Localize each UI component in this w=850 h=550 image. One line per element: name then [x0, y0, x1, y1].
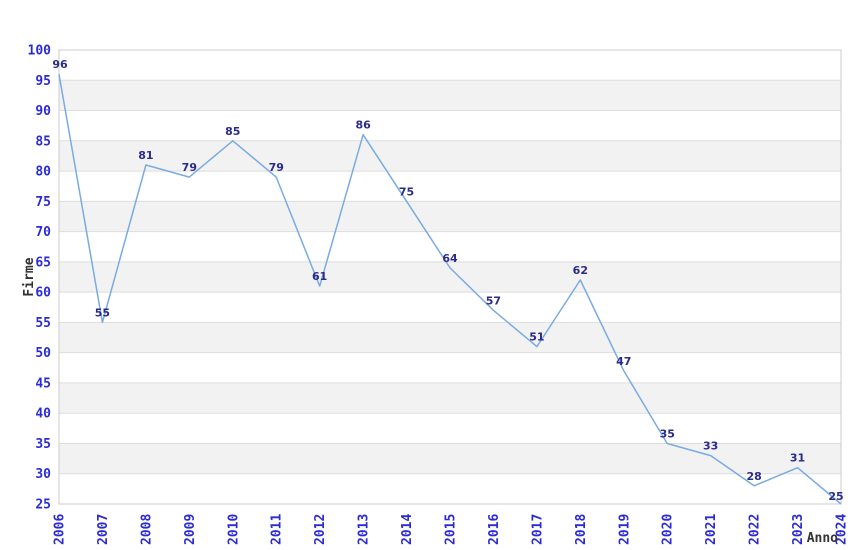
data-line — [58, 74, 842, 505]
y-tick-label: 65 — [35, 255, 51, 270]
x-tick-label: 2017 — [530, 514, 545, 545]
data-point-label: 28 — [746, 470, 761, 483]
plot-band — [59, 201, 841, 232]
data-point-label: 57 — [486, 294, 501, 307]
data-point-label: 75 — [399, 185, 414, 198]
x-tick-label: 2015 — [444, 514, 459, 545]
x-tick-label: 2006 — [53, 514, 68, 545]
x-tick-label: 2018 — [574, 514, 589, 545]
y-tick-label: 25 — [35, 498, 51, 513]
x-tick-label: 2021 — [704, 514, 719, 545]
x-tick-label: 2007 — [96, 514, 111, 545]
data-point-label: 79 — [182, 161, 197, 174]
x-tick-label: 2013 — [357, 514, 372, 545]
x-tick-label: 2014 — [400, 514, 415, 545]
data-point-label: 55 — [95, 306, 110, 319]
data-point-label: 62 — [573, 264, 588, 277]
y-tick-label: 100 — [28, 44, 52, 59]
data-point-label: 47 — [616, 355, 631, 368]
data-point-label: 81 — [138, 149, 153, 162]
data-point-label: 35 — [660, 427, 675, 440]
x-tick-label: 2008 — [139, 514, 154, 545]
x-tick-label: 2011 — [270, 514, 285, 545]
x-tick-label: 2016 — [487, 514, 502, 545]
y-axis-title: Firme — [22, 257, 37, 296]
plot-band — [59, 80, 841, 111]
data-point-label: 79 — [269, 161, 284, 174]
x-tick-label: 2012 — [313, 514, 328, 545]
x-tick-label: 2009 — [183, 514, 198, 545]
y-tick-label: 30 — [35, 467, 51, 482]
data-point-label: 96 — [52, 58, 68, 71]
x-tick-label: 2022 — [748, 514, 763, 545]
plot-band — [59, 261, 841, 293]
plot-band — [59, 140, 841, 172]
y-tick-label: 90 — [35, 104, 51, 119]
data-point-label: 51 — [529, 331, 544, 344]
data-point-label: 86 — [355, 119, 371, 132]
y-tick-label: 75 — [35, 195, 51, 210]
y-tick-label: 55 — [35, 316, 51, 331]
x-tick-label: 2024 — [835, 514, 850, 545]
plot-border — [58, 49, 842, 505]
y-tick-label: 80 — [35, 165, 51, 180]
x-tick-label: 2019 — [617, 514, 632, 545]
data-point-label: 85 — [225, 125, 240, 138]
y-tick-label: 85 — [35, 134, 51, 149]
data-point-label: 25 — [828, 490, 843, 503]
y-tick-label: 35 — [35, 437, 51, 452]
y-tick-label: 50 — [35, 346, 51, 361]
x-axis-title: Anno — [807, 531, 838, 546]
data-point-label: 31 — [790, 452, 805, 465]
x-tick-label: 2023 — [791, 514, 806, 545]
plot-band — [59, 443, 841, 474]
y-tick-label: 45 — [35, 376, 51, 391]
plot-band — [59, 322, 841, 353]
plot-band — [59, 382, 841, 414]
data-point-label: 33 — [703, 440, 718, 453]
data-point-label: 64 — [442, 252, 458, 265]
x-tick-label: 2020 — [661, 514, 676, 545]
y-tick-label: 70 — [35, 225, 51, 240]
y-tick-label: 40 — [35, 407, 51, 422]
data-point-label: 61 — [312, 270, 327, 283]
x-tick-label: 2010 — [226, 514, 241, 545]
y-tick-label: 60 — [35, 286, 51, 301]
y-tick-label: 95 — [35, 74, 51, 89]
